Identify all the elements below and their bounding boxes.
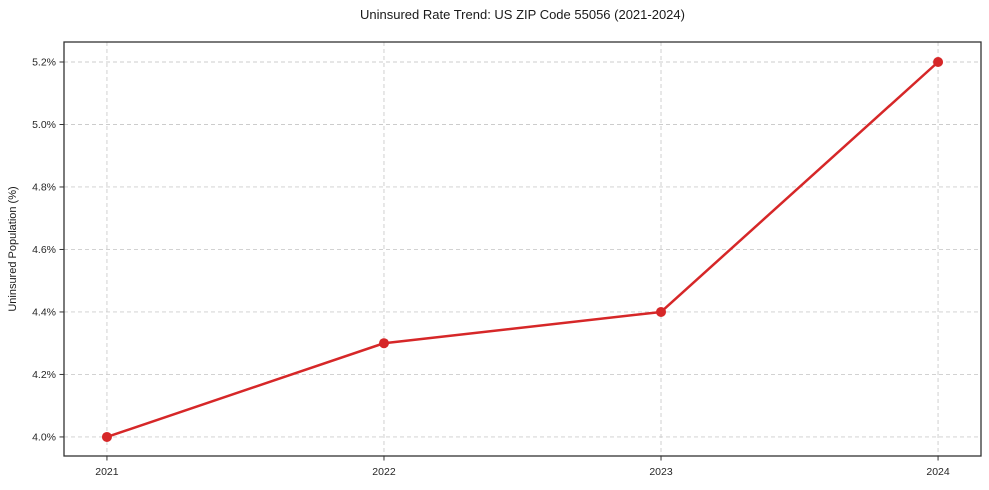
y-tick-label: 4.0%	[32, 432, 56, 444]
y-tick-label: 5.2%	[32, 57, 56, 69]
y-tick-label: 4.6%	[32, 244, 56, 256]
y-tick-label: 4.4%	[32, 307, 56, 319]
line-series	[105, 60, 940, 439]
x-tick-label: 2024	[926, 466, 950, 478]
chart-title: Uninsured Rate Trend: US ZIP Code 55056 …	[360, 7, 685, 22]
data-point-marker	[378, 338, 389, 349]
y-tick-label: 5.0%	[32, 119, 56, 131]
data-point-marker	[656, 306, 667, 317]
axes-border	[63, 41, 982, 457]
x-tick-label: 2023	[649, 466, 673, 478]
data-point-marker	[933, 56, 944, 67]
x-tick-label: 2022	[372, 466, 396, 478]
x-tick-label: 2021	[95, 466, 119, 478]
y-tick-label: 4.2%	[32, 369, 56, 381]
data-point-marker	[101, 431, 112, 442]
y-tick-label: 4.8%	[32, 182, 56, 194]
